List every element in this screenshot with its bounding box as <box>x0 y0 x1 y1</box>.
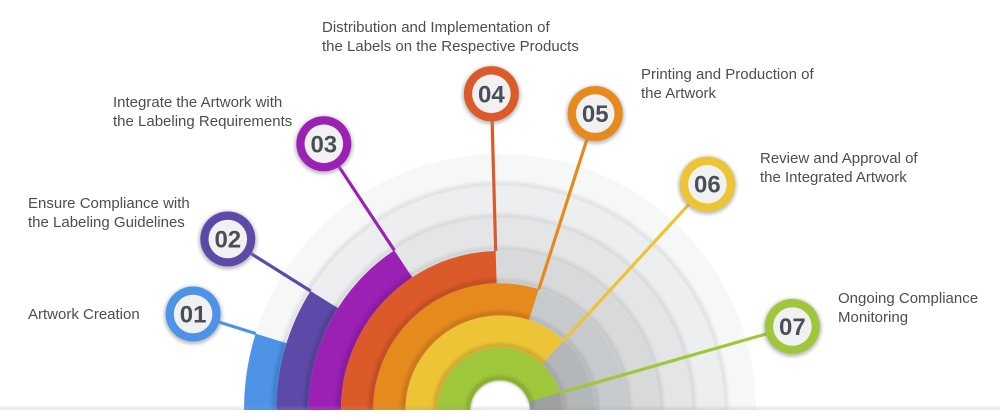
svg-text:05: 05 <box>582 101 609 128</box>
svg-text:04: 04 <box>478 81 505 108</box>
svg-text:07: 07 <box>779 314 806 341</box>
svg-text:06: 06 <box>694 172 721 199</box>
svg-text:03: 03 <box>310 131 337 158</box>
